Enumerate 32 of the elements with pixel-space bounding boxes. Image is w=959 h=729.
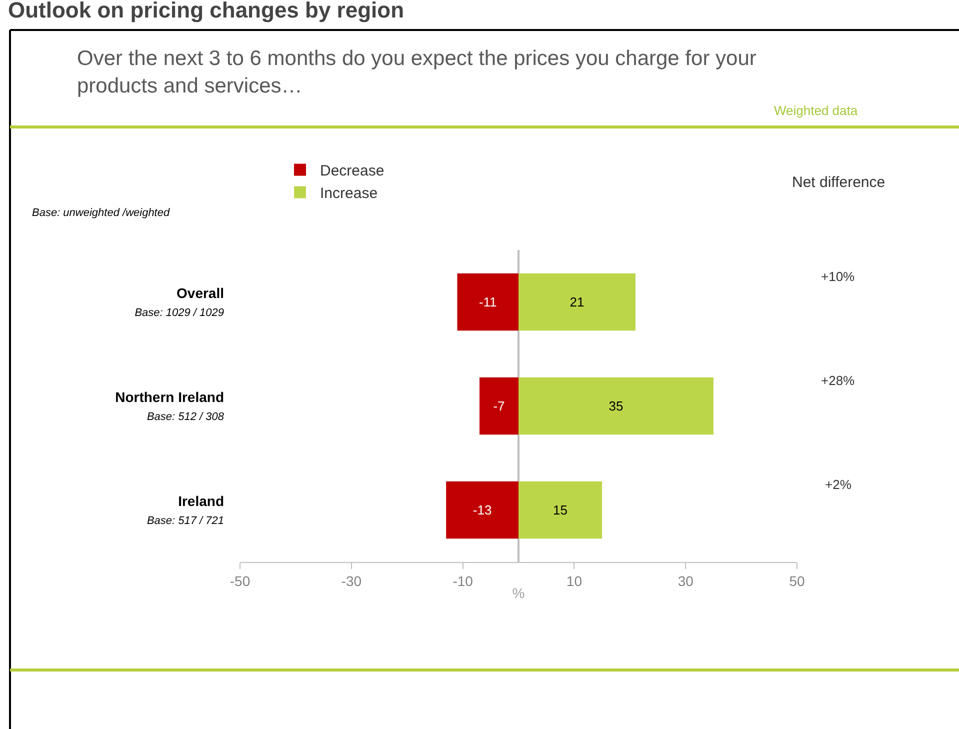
data-label: 35 <box>608 398 624 414</box>
text: +28% <box>821 373 856 388</box>
x-tick-label: -10 <box>452 572 474 589</box>
x-tick-label: -50 <box>230 572 250 589</box>
legend-label: Increase <box>320 185 378 202</box>
bar <box>518 481 602 539</box>
text: +10% <box>821 269 856 284</box>
y-tick-label: Northern Ireland Base: 512 / 308 <box>115 388 225 423</box>
text: Net difference <box>792 174 886 191</box>
x-tick-label: -30 <box>341 572 362 589</box>
bar <box>446 481 518 539</box>
data-label: -13 <box>472 502 492 518</box>
bar <box>480 377 518 435</box>
x-tick-label: 30 <box>678 572 694 589</box>
data-label: 15 <box>553 502 568 518</box>
text: +2% <box>825 477 852 492</box>
text: Weighted data <box>774 103 858 118</box>
x-axis-title: % <box>512 585 525 602</box>
bar <box>518 273 636 331</box>
bar <box>457 273 518 331</box>
data-label: 21 <box>570 294 584 310</box>
y-tick-label: Ireland Base: 517 / 721 <box>146 492 224 527</box>
bar <box>518 377 714 435</box>
chart-title: Outlook on pricing changes by region <box>8 0 404 22</box>
data-label: -11 <box>478 294 497 310</box>
y-tick-label: Overall Base: 1029 / 1029 <box>134 284 224 319</box>
data-label: -7 <box>493 398 505 414</box>
text: Base: unweighted /weighted <box>32 207 170 219</box>
legend-label: Decrease <box>320 162 384 180</box>
chart-subtitle: Over the next 3 to 6 months do you expect the prices you charge for your products and services… <box>77 47 756 98</box>
x-tick-label: 50 <box>789 572 805 589</box>
x-tick-label: 10 <box>566 572 582 589</box>
